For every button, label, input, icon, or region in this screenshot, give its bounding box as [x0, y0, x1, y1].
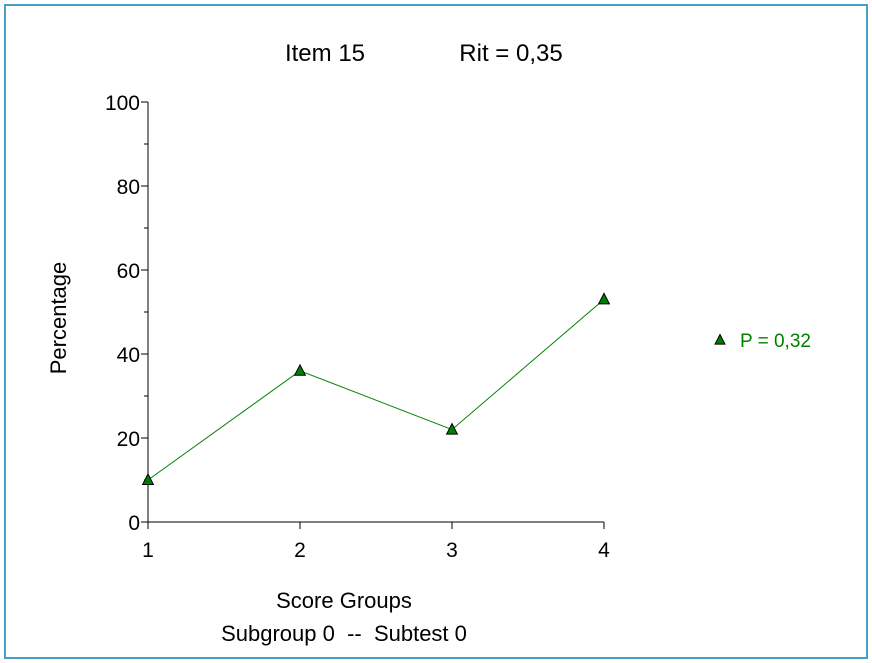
legend-marker — [714, 333, 726, 345]
y-axis-label: Percentage — [46, 262, 71, 375]
y-tick-label: 100 — [105, 92, 140, 115]
chart-title-item: Item 15 — [285, 40, 365, 67]
y-tick-label: 20 — [117, 428, 140, 451]
data-point — [141, 472, 155, 485]
x-axis-sublabel: Subgroup 0 -- Subtest 0 — [221, 621, 467, 646]
axes: 0 20 40 60 80 100 1 2 3 4 — [105, 92, 610, 562]
x-tick-label: 1 — [142, 539, 154, 562]
legend-label: P = 0,32 — [740, 331, 811, 352]
y-tick-label: 40 — [117, 344, 140, 367]
data-point — [293, 363, 307, 376]
x-axis-label: Score Groups — [276, 588, 412, 613]
chart-title-rit: Rit = 0,35 — [459, 40, 562, 67]
data-point — [597, 292, 611, 305]
x-tick-label: 2 — [294, 539, 306, 562]
y-tick-label: 60 — [117, 260, 140, 283]
y-tick-label: 0 — [128, 512, 140, 535]
x-tick-label: 3 — [446, 539, 458, 562]
data-point — [445, 422, 459, 435]
legend: P = 0,32 — [714, 331, 811, 352]
series-line — [147, 299, 605, 481]
plot-area — [141, 292, 611, 485]
x-tick-label: 4 — [598, 539, 610, 562]
y-tick-label: 80 — [117, 176, 140, 199]
